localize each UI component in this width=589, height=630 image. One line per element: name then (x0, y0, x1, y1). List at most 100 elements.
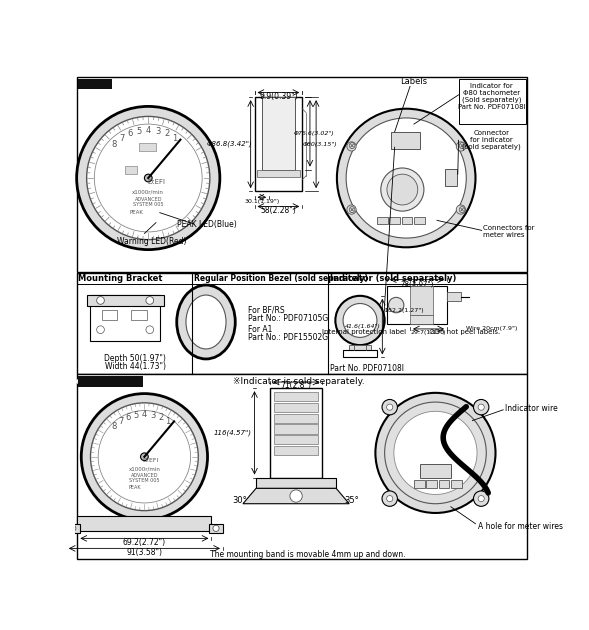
Bar (77, 273, 527, 374)
Text: 1: 1 (166, 417, 171, 426)
Text: 116(4.57"): 116(4.57") (214, 430, 252, 436)
Bar (402, 217, 412, 224)
FancyBboxPatch shape (78, 376, 143, 387)
Circle shape (346, 118, 466, 238)
Text: 58(2.28"): 58(2.28") (260, 206, 296, 215)
Text: PEAK: PEAK (130, 210, 144, 215)
Circle shape (474, 491, 489, 507)
Bar (414, 480, 425, 488)
Bar (343, 350, 377, 357)
Circle shape (382, 491, 398, 507)
Bar (131, 311, 147, 319)
Bar (420, 464, 451, 478)
Polygon shape (243, 488, 349, 504)
Bar (125, 166, 137, 174)
Circle shape (141, 453, 148, 461)
Text: 8: 8 (112, 140, 117, 149)
Bar (459, 79, 525, 124)
Text: ⊗: ⊗ (457, 205, 465, 215)
Circle shape (394, 411, 477, 495)
Text: PEAK LED(Blue): PEAK LED(Blue) (177, 220, 237, 229)
Bar (349, 345, 371, 350)
Text: 30°: 30° (232, 496, 247, 505)
Bar (270, 388, 322, 478)
Text: A hole for meter wires: A hole for meter wires (478, 522, 563, 530)
Text: Labels: Labels (401, 77, 428, 86)
Bar (274, 403, 319, 412)
Text: 5: 5 (136, 127, 141, 135)
Text: 29.7(1.17"): 29.7(1.17") (411, 330, 446, 335)
Text: 3: 3 (155, 127, 160, 135)
Circle shape (389, 297, 404, 312)
Text: The mounting band is movable 4mm up and down.: The mounting band is movable 4mm up and … (210, 550, 405, 559)
Text: 5: 5 (134, 411, 139, 420)
Text: Connector: Connector (474, 130, 509, 136)
Circle shape (335, 296, 385, 345)
Bar (87, 295, 164, 306)
Circle shape (81, 394, 207, 520)
Circle shape (70, 525, 76, 532)
Text: ADVANCED: ADVANCED (134, 197, 162, 202)
Text: 8: 8 (112, 422, 117, 432)
Text: For A1: For A1 (249, 325, 273, 334)
Bar (389, 217, 400, 224)
Bar (426, 480, 437, 488)
Text: Part No.: PDF15502G: Part No.: PDF15502G (249, 333, 329, 342)
Text: Connectors for: Connectors for (483, 225, 535, 231)
Bar (77, 374, 527, 559)
Text: meter wires: meter wires (483, 232, 525, 238)
Text: PEAK: PEAK (129, 485, 141, 490)
Bar (445, 169, 457, 186)
Text: Indicator wire: Indicator wire (505, 404, 558, 413)
Bar (77, 516, 211, 532)
Text: D:EFI: D:EFI (143, 458, 159, 463)
Circle shape (97, 297, 104, 304)
Text: Gauge: Gauge (78, 79, 112, 89)
Circle shape (375, 393, 495, 513)
Text: 69.2(2.72"): 69.2(2.72") (123, 538, 166, 547)
Text: (sold separately): (sold separately) (462, 144, 521, 151)
Bar (91, 295, 160, 341)
Text: ⊗: ⊗ (457, 142, 465, 151)
Text: 2: 2 (164, 129, 169, 139)
Text: 30.1(1.19"): 30.1(1.19") (244, 198, 279, 203)
Circle shape (386, 496, 393, 501)
Bar (387, 286, 447, 324)
Text: Warning LED(Red): Warning LED(Red) (117, 237, 187, 246)
Circle shape (97, 326, 104, 333)
Text: (Sold separately): (Sold separately) (462, 97, 521, 103)
Text: For BF/RS: For BF/RS (249, 306, 285, 315)
Ellipse shape (177, 285, 235, 359)
Bar (451, 480, 462, 488)
Text: ⊗: ⊗ (348, 205, 356, 215)
Text: Φ32.2(1.27"): Φ32.2(1.27") (383, 308, 424, 313)
Text: SYSTEM 005: SYSTEM 005 (129, 478, 160, 483)
Ellipse shape (186, 295, 226, 349)
Bar (274, 446, 319, 455)
Text: Φ86.8(3.42"): Φ86.8(3.42") (206, 141, 252, 147)
Text: 6: 6 (127, 129, 133, 139)
Text: ※Indicator is sold separately.: ※Indicator is sold separately. (233, 377, 365, 386)
Text: ⊘Do not peel labels.: ⊘Do not peel labels. (429, 329, 501, 335)
Text: 4: 4 (142, 410, 147, 419)
Circle shape (347, 142, 356, 151)
Circle shape (91, 403, 198, 511)
Circle shape (77, 106, 220, 249)
Bar (257, 169, 300, 177)
Circle shape (144, 174, 152, 182)
Text: Wire 20cm(7.9"): Wire 20cm(7.9") (466, 326, 518, 331)
Text: Φ80 tachometer: Φ80 tachometer (463, 90, 520, 96)
Circle shape (347, 205, 356, 214)
Bar (102, 311, 117, 319)
Circle shape (146, 297, 154, 304)
Circle shape (87, 117, 210, 239)
Text: ADVANCED: ADVANCED (131, 472, 158, 478)
Bar (447, 292, 461, 301)
Text: for indicator: for indicator (470, 137, 513, 143)
Text: 7: 7 (118, 417, 124, 426)
Bar (414, 217, 425, 224)
Bar (274, 425, 319, 433)
Circle shape (213, 525, 219, 532)
Circle shape (456, 142, 465, 151)
FancyBboxPatch shape (78, 79, 112, 89)
